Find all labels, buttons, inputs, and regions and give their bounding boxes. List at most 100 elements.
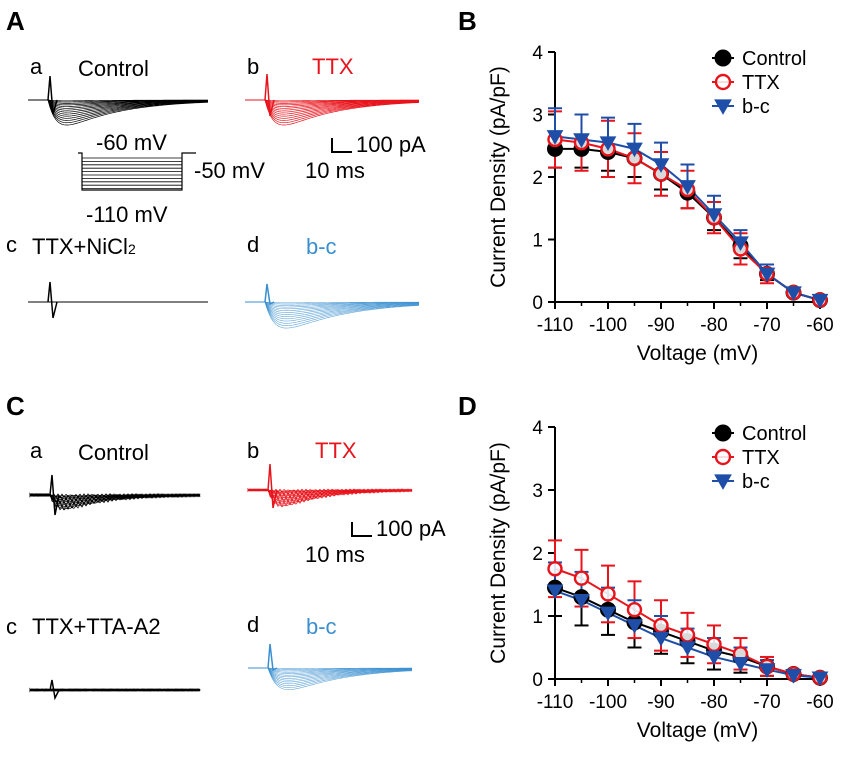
current-sweep <box>28 99 209 126</box>
current-sweep <box>245 301 420 322</box>
y-tick-label: 4 <box>532 43 543 64</box>
panel-c: C a Control b TTX 100 pA 10 ms c TTX+TTA… <box>6 391 446 701</box>
data-point <box>653 617 669 634</box>
panel-c-trace-d-name: b-c <box>306 614 337 639</box>
capacitive-transient <box>267 643 278 672</box>
y-tick-label: 4 <box>532 418 543 439</box>
legend-label: Control <box>742 48 806 70</box>
panel-a-trace-a-letter: a <box>30 54 43 79</box>
y-tick-label: 3 <box>532 106 543 127</box>
trace-a-control <box>28 75 209 126</box>
current-sweep <box>245 301 420 305</box>
scale-current-a: 100 pA <box>356 132 426 157</box>
current-sweep <box>248 667 413 690</box>
current-sweep <box>248 667 413 683</box>
data-point <box>679 180 696 195</box>
panel-a-trace-b-letter: b <box>247 54 259 79</box>
current-sweep <box>245 301 420 324</box>
panel-d-label: D <box>458 391 477 421</box>
current-sweep <box>248 667 413 679</box>
panel-a-trace-c-letter: c <box>6 232 17 257</box>
y-tick-label: 2 <box>532 544 543 565</box>
protocol-step-high-label: -50 mV <box>194 158 265 183</box>
data-point <box>573 133 590 148</box>
y-tick-label: 1 <box>532 607 543 628</box>
y-tick-label: 0 <box>532 293 543 314</box>
data-point <box>758 267 776 283</box>
x-tick-label: -90 <box>647 315 674 336</box>
trace-c-ttx-nicl2 <box>28 281 208 319</box>
data-point <box>599 136 617 152</box>
capacitive-transient <box>47 75 58 115</box>
x-tick-label: -90 <box>647 692 674 713</box>
panel-c-trace-b-name: TTX <box>315 438 357 463</box>
current-sweep <box>248 667 413 687</box>
data-point <box>546 584 564 600</box>
current-sweep <box>248 667 413 681</box>
trace-a-control-c <box>29 474 201 516</box>
x-tick-label: -80 <box>700 315 727 336</box>
data-point <box>732 236 749 252</box>
current-sweep <box>248 667 413 678</box>
current-sweep <box>29 688 201 692</box>
panel-c-trace-b-letter: b <box>247 438 259 463</box>
current-sweep <box>245 301 420 326</box>
capacitive-transient <box>264 283 275 306</box>
capacitive-transient <box>49 474 60 516</box>
current-sweep <box>247 488 413 502</box>
legend-label: Control <box>742 423 806 445</box>
panel-a-trace-d-name: b-c <box>306 234 337 259</box>
chart-b-ylabel: Current Density (pA/pF) <box>487 66 510 288</box>
legend-marker <box>714 448 732 466</box>
trace-c-name-main: TTX+NiCl <box>32 234 128 259</box>
current-sweep <box>248 667 413 685</box>
panel-a-trace-d-letter: d <box>247 232 259 257</box>
capacitive-transient <box>47 281 58 319</box>
x-tick-label: -60 <box>806 692 833 713</box>
current-sweep <box>248 667 413 676</box>
data-point <box>705 208 723 223</box>
data-point <box>732 656 749 672</box>
data-point <box>573 593 590 609</box>
legend-label: b-c <box>742 471 770 493</box>
chart-d: Current Density (pA/pF) Voltage (mV) 0 1 2… <box>487 418 834 742</box>
data-point <box>600 586 616 602</box>
panel-a-trace-b-name: TTX <box>312 54 354 79</box>
trace-c-name-sub: 2 <box>128 241 136 257</box>
x-tick-label: -110 <box>537 692 574 713</box>
x-tick-label: -100 <box>589 692 627 713</box>
panel-b-label: B <box>458 6 477 36</box>
chart-d-ylabel: Current Density (pA/pF) <box>487 442 510 664</box>
current-sweep <box>248 667 413 674</box>
panel-c-trace-c-name: TTX+TTA-A2 <box>32 614 161 639</box>
data-point <box>811 293 829 309</box>
voltage-protocol: -60 mV -50 mV -110 mV <box>78 130 265 227</box>
chart-b-xlabel: Voltage (mV) <box>637 342 758 365</box>
panel-c-trace-c-letter: c <box>6 614 17 639</box>
data-point <box>785 286 802 302</box>
data-point <box>811 671 829 687</box>
y-tick-label: 3 <box>532 481 543 502</box>
panel-c-trace-a-name: Control <box>78 440 149 465</box>
trace-d-bc-c <box>248 643 413 690</box>
current-sweep <box>245 301 420 308</box>
scale-current-c: 100 pA <box>376 516 446 541</box>
data-point <box>626 619 643 634</box>
current-sweep <box>245 301 420 313</box>
current-sweep <box>245 301 420 306</box>
scale-bar-a: 100 pA 10 ms <box>305 132 426 183</box>
current-sweep <box>245 301 420 311</box>
data-point <box>679 641 696 656</box>
trace-b-ttx-c <box>247 463 413 509</box>
x-tick-label: -60 <box>806 315 833 336</box>
current-sweep <box>245 99 420 121</box>
legend-label: b-c <box>742 96 770 118</box>
data-point <box>705 650 723 666</box>
data-point <box>706 636 722 653</box>
scale-time-c: 10 ms <box>305 542 365 567</box>
panel-c-label: C <box>6 391 25 421</box>
legend-marker <box>714 73 732 91</box>
y-tick-label: 1 <box>532 231 543 252</box>
legend-marker <box>714 474 732 490</box>
current-sweep <box>245 99 420 117</box>
